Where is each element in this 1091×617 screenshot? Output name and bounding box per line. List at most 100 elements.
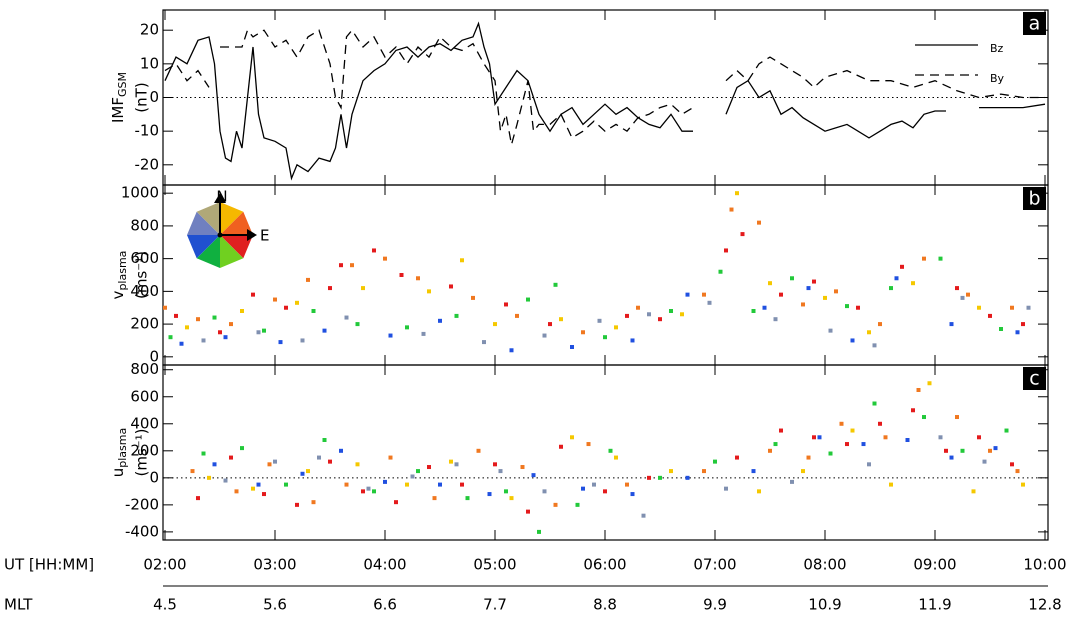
- y-tick-label: 800: [130, 216, 159, 234]
- data-point: [735, 191, 739, 196]
- data-point: [938, 435, 943, 440]
- data-point: [685, 292, 690, 297]
- data-point: [212, 462, 217, 467]
- mlt-tick-label: 9.9: [703, 596, 727, 614]
- data-point: [625, 313, 629, 318]
- x-tick-label: 02:00: [143, 556, 186, 574]
- data-point: [449, 459, 453, 464]
- data-point: [163, 305, 167, 310]
- data-point: [916, 388, 921, 392]
- data-point: [977, 305, 981, 310]
- y-tick-label: 200: [130, 315, 159, 333]
- data-point: [922, 256, 926, 261]
- y-axis-label: uplasma: [109, 428, 130, 477]
- data-point: [526, 297, 530, 302]
- compass-wedge: [196, 202, 220, 235]
- data-point: [515, 313, 519, 318]
- data-point: [207, 475, 211, 480]
- data-point: [812, 435, 816, 440]
- data-point: [790, 479, 794, 484]
- mlt-tick-label: 8.8: [593, 596, 617, 614]
- data-point: [229, 322, 233, 327]
- panel-label-box: [1023, 12, 1046, 35]
- data-point: [801, 469, 805, 474]
- data-point: [911, 408, 915, 413]
- data-point: [427, 289, 431, 294]
- data-point: [1021, 322, 1025, 327]
- data-point: [537, 529, 541, 534]
- data-point: [955, 415, 959, 420]
- data-point: [383, 479, 387, 484]
- data-point: [614, 455, 618, 460]
- data-point: [460, 258, 464, 263]
- data-line: [164, 21, 1046, 181]
- data-point: [179, 341, 184, 346]
- data-point: [493, 322, 497, 327]
- data-point: [999, 327, 1003, 331]
- data-point: [399, 273, 404, 277]
- data-point: [482, 340, 486, 345]
- data-point: [1015, 330, 1020, 335]
- data-point: [949, 455, 954, 460]
- mlt-tick-label: 6.6: [373, 596, 397, 614]
- data-point: [438, 482, 442, 487]
- data-point: [724, 248, 728, 253]
- data-point: [542, 333, 547, 338]
- data-point: [465, 496, 470, 501]
- data-point: [262, 328, 266, 333]
- data-point: [581, 486, 585, 491]
- data-point: [405, 325, 409, 330]
- data-point: [322, 438, 327, 442]
- data-point: [201, 338, 206, 343]
- y-axis-label-sub: GSM: [116, 72, 129, 97]
- data-point: [718, 269, 723, 274]
- data-point: [372, 248, 376, 253]
- data-point: [757, 220, 761, 225]
- data-point: [603, 489, 607, 494]
- data-point: [779, 292, 783, 297]
- data-point: [702, 469, 706, 474]
- data-point: [300, 471, 305, 476]
- data-point: [190, 469, 195, 474]
- compass-arrowhead: [214, 193, 226, 203]
- data-point: [834, 289, 838, 294]
- data-point: [790, 276, 794, 281]
- panel-label: c: [1029, 368, 1039, 390]
- compass-wedge: [220, 202, 244, 235]
- data-point: [757, 489, 761, 494]
- data-point: [735, 455, 739, 460]
- y-tick-label: 800: [130, 360, 159, 378]
- data-point: [878, 421, 882, 426]
- data-point: [828, 328, 833, 333]
- data-point: [498, 469, 503, 474]
- data-point: [856, 305, 860, 310]
- y-axis-label: IMFGSM: [109, 72, 130, 123]
- data-point: [729, 207, 734, 212]
- data-point: [850, 338, 855, 343]
- x-tick-label: 05:00: [473, 556, 516, 574]
- data-point: [185, 325, 189, 330]
- data-point: [867, 330, 871, 335]
- data-point: [636, 305, 640, 310]
- x-tick-label: 10:00: [1023, 556, 1066, 574]
- data-point: [867, 462, 871, 467]
- data-point: [284, 305, 288, 310]
- data-point: [322, 328, 327, 333]
- data-point: [531, 473, 536, 478]
- data-point: [658, 317, 662, 322]
- data-point: [350, 263, 354, 268]
- data-point: [872, 401, 877, 406]
- data-point: [597, 318, 602, 323]
- y-axis-label-main: v: [109, 290, 127, 299]
- data-point: [328, 459, 332, 464]
- data-point: [713, 459, 717, 464]
- legend-label: Bz: [990, 42, 1004, 55]
- data-point: [223, 478, 228, 483]
- data-point: [724, 486, 728, 491]
- panel-label-box: [1023, 187, 1046, 210]
- y-axis-label-sub: plasma: [116, 428, 129, 468]
- data-point: [806, 455, 811, 460]
- data-point: [476, 448, 481, 453]
- data-point: [1004, 428, 1009, 433]
- data-point: [388, 333, 393, 338]
